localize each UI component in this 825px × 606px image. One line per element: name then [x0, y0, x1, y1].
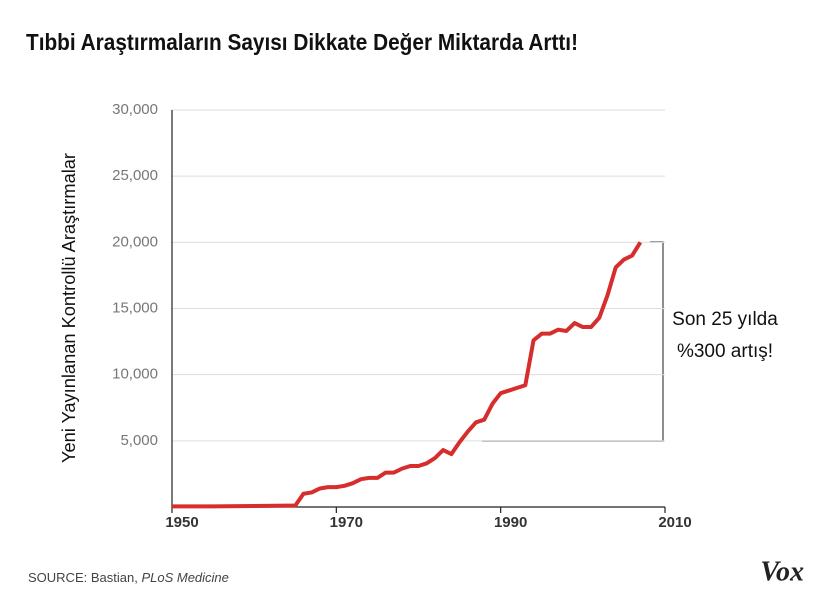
y-axis-label: Yeni Yayınlanan Kontrollü Araştırmalar: [59, 153, 79, 463]
annotation: %300 artış!: [677, 341, 773, 362]
y-tick-label: 15,000: [112, 299, 158, 316]
y-tick-label: 10,000: [112, 366, 158, 383]
source-publication: PLoS Medicine: [141, 570, 228, 585]
x-tick-label: 1970: [330, 514, 363, 531]
annotation: Son 25 yılda: [672, 309, 778, 330]
y-tick-label: 5,000: [120, 432, 158, 449]
y-tick-label: 30,000: [112, 101, 158, 118]
data-line: [172, 241, 643, 509]
source-text: SOURCE: Bastian,: [28, 570, 138, 585]
y-tick-label: 25,000: [112, 167, 158, 184]
bracket: [482, 241, 664, 442]
y-tick-label: 20,000: [112, 233, 158, 250]
logo: Vox: [760, 556, 804, 587]
chart-title: Tıbbi Araştırmaların Sayısı Dikkate Değe…: [26, 29, 578, 55]
source: SOURCE: Bastian, PLoS Medicine: [28, 570, 229, 585]
x-tick-label: 2010: [658, 514, 691, 531]
x-tick-label: 1990: [494, 514, 527, 531]
x-tick-label: 1950: [165, 514, 198, 531]
